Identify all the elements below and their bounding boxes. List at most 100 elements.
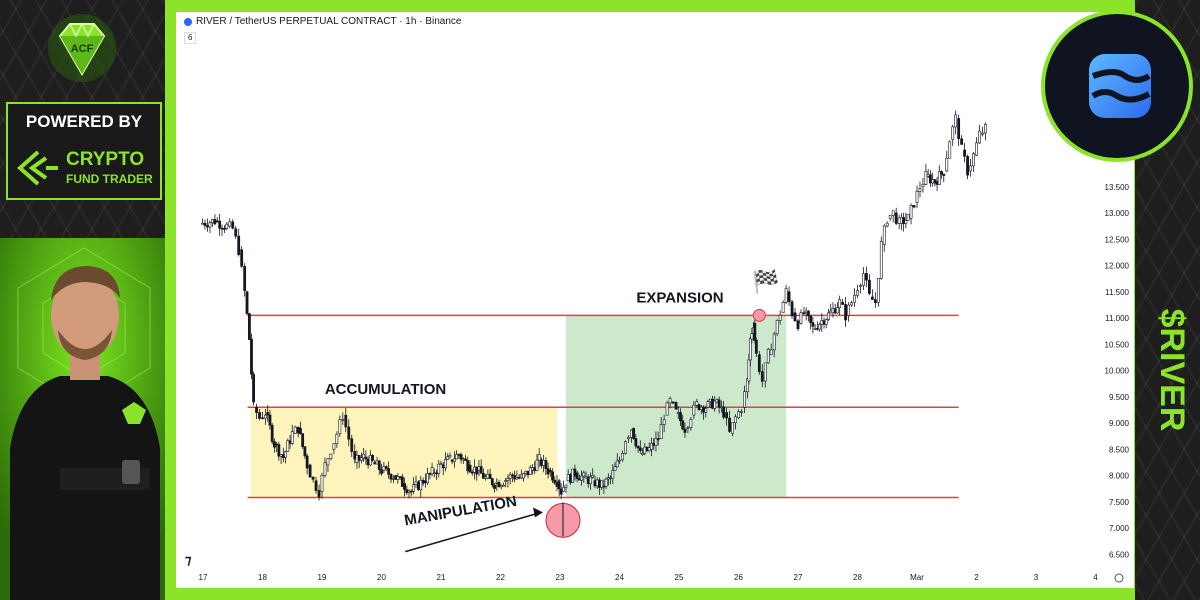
annotation-expansion: EXPANSION <box>636 289 723 306</box>
candle-body <box>484 476 488 479</box>
candle-body <box>882 225 886 245</box>
candle-body <box>856 290 859 296</box>
candle-body <box>537 454 541 461</box>
candle-body <box>270 425 274 442</box>
candle-body <box>357 455 361 461</box>
candle-body <box>409 490 413 493</box>
candle-body <box>559 488 563 495</box>
candle-body <box>793 312 797 322</box>
candle-body <box>394 475 398 480</box>
x-tick-label: 4 <box>1093 573 1098 582</box>
candle-body <box>220 227 224 230</box>
y-tick-label: 8.500 <box>1109 445 1130 454</box>
candle-body <box>350 438 354 452</box>
candle-body <box>760 371 764 382</box>
candle-body <box>829 310 833 314</box>
candle-body <box>796 320 800 330</box>
candle-body <box>464 458 467 461</box>
candle-body <box>674 402 678 410</box>
y-tick-label: 8.000 <box>1109 472 1130 481</box>
candle-body <box>753 322 757 341</box>
candle-body <box>524 470 528 474</box>
candle-body <box>448 454 452 458</box>
candle-body <box>360 457 363 461</box>
candle-body <box>894 212 898 224</box>
candle-body <box>542 460 546 466</box>
candle-body <box>766 348 770 364</box>
candle-body <box>245 291 249 314</box>
candle-body <box>268 414 272 426</box>
candle-body <box>481 473 485 479</box>
candle-body <box>909 205 913 219</box>
candle-body <box>656 438 660 441</box>
candle-body <box>495 482 499 484</box>
candle-body <box>681 420 685 430</box>
candle-body <box>499 485 503 488</box>
candle-body <box>353 451 357 460</box>
candle-body <box>475 466 479 475</box>
candle-body <box>831 308 835 314</box>
candle-body <box>412 484 416 492</box>
candle-body <box>966 156 969 176</box>
candle-body <box>533 467 537 471</box>
candle-body <box>960 138 964 145</box>
candle-body <box>264 414 267 419</box>
candle-body <box>850 302 853 306</box>
candle-body <box>609 477 612 479</box>
x-tick-label: Mar <box>910 573 924 582</box>
candle-body <box>577 478 581 481</box>
chart-title: RIVER / TetherUS PERPETUAL CONTRACT · 1h… <box>196 16 462 27</box>
candle-body <box>323 462 327 476</box>
candle-body <box>972 153 975 167</box>
tradingview-logo-icon: ⁊ <box>185 552 192 567</box>
candle-body <box>368 455 372 466</box>
candle-body <box>948 141 952 159</box>
y-tick-label: 11.500 <box>1105 288 1129 297</box>
candle-body <box>392 478 395 480</box>
candle-body <box>743 391 746 408</box>
candle-body <box>531 467 534 471</box>
candle-body <box>632 427 636 439</box>
chart-panel[interactable]: RIVER / TetherUS PERPETUAL CONTRACT · 1h… <box>176 12 1134 588</box>
interval-badge[interactable]: 6 <box>184 32 197 44</box>
candle-body <box>375 460 379 465</box>
candle-body <box>809 315 813 323</box>
candle-body <box>426 473 430 484</box>
powered-by-label: POWERED BY <box>25 112 143 131</box>
candle-body <box>213 219 217 225</box>
candle-body <box>398 476 402 478</box>
candle-body <box>713 400 717 409</box>
candle-body <box>654 438 658 446</box>
candle-body <box>827 312 830 320</box>
candle-body <box>218 220 222 229</box>
candle-body <box>528 467 532 476</box>
candle-body <box>286 440 290 452</box>
candle-body <box>589 476 592 485</box>
candle-body <box>627 437 630 440</box>
candle-body <box>526 470 530 476</box>
candle-body <box>945 157 949 172</box>
candlestick-chart[interactable]: 6.500 7.000 7.500 8.000 8.500 9.000 9.500 10.00… <box>176 12 1134 588</box>
candle-body <box>686 427 690 429</box>
candle-body <box>885 222 889 227</box>
candle-body <box>879 241 883 279</box>
candle-body <box>553 479 557 484</box>
crypto-fund-trader-logo-icon <box>16 150 58 186</box>
candle-body <box>275 443 279 446</box>
candle-body <box>273 441 276 448</box>
y-tick-label: 10.500 <box>1105 340 1130 349</box>
y-tick-label: 13.000 <box>1105 209 1130 218</box>
candle-body <box>763 362 767 382</box>
candle-body <box>421 479 425 484</box>
candle-body <box>921 183 925 188</box>
y-tick-label: 7.500 <box>1109 498 1130 507</box>
manipulation-arrow-head <box>532 507 543 518</box>
candle-body <box>540 459 543 466</box>
x-tick-label: 20 <box>377 573 386 582</box>
candle-body <box>912 205 916 208</box>
candle-body <box>935 181 939 185</box>
candle-body <box>815 327 819 330</box>
candle-body <box>847 304 850 316</box>
svg-text:$RIVER: $RIVER <box>1153 309 1191 432</box>
candle-body <box>441 464 445 469</box>
